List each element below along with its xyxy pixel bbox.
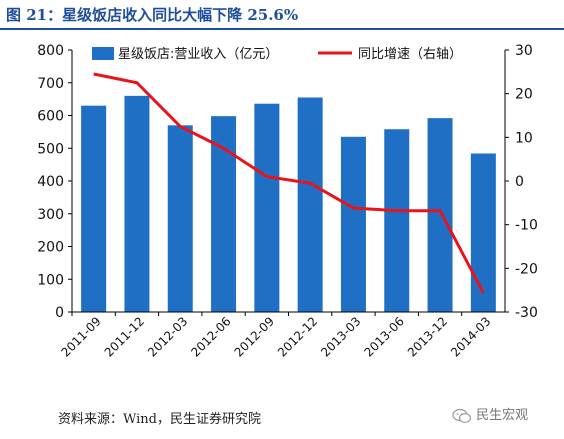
bar-2012-12 <box>297 97 323 312</box>
bar-2013-03 <box>340 136 366 312</box>
bar-2012-03 <box>167 125 193 312</box>
right-tick-label: 0 <box>515 174 524 190</box>
right-tick-label: -30 <box>515 305 538 321</box>
right-tick-label: -20 <box>515 261 538 277</box>
x-tick-label: 2012-03 <box>145 314 190 359</box>
left-tick-label: 200 <box>37 240 64 256</box>
wechat-icon <box>452 408 472 423</box>
x-tick-label: 2011-09 <box>58 314 103 359</box>
source-note: 资料来源：Wind，民生证券研究院 <box>58 412 261 427</box>
left-tick-label: 100 <box>37 272 64 288</box>
bar-2011-09 <box>81 105 107 312</box>
right-tick-label: 10 <box>515 130 533 146</box>
figure-title: 图 21：星级饭店收入同比大幅下降 25.6% <box>6 6 299 24</box>
bar-2013-06 <box>384 129 410 312</box>
left-tick-label: 400 <box>37 174 64 190</box>
legend-line-label: 同比增速（右轴） <box>358 47 462 62</box>
left-tick-label: 800 <box>37 43 64 59</box>
left-tick-label: 600 <box>37 109 64 125</box>
bar-2013-12 <box>427 118 453 313</box>
x-tick-label: 2014-03 <box>448 314 493 359</box>
right-tick-label: -10 <box>515 218 538 234</box>
left-tick-label: 300 <box>37 207 64 223</box>
x-tick-label: 2012-06 <box>188 314 233 359</box>
left-tick-label: 700 <box>37 76 64 92</box>
legend-bar-swatch <box>92 47 114 60</box>
bar-2012-06 <box>211 116 237 312</box>
bar-2012-09 <box>254 103 280 313</box>
legend-bar-label: 星级饭店:营业收入（亿元） <box>118 47 278 62</box>
left-tick-label: 500 <box>37 141 64 157</box>
x-tick-label: 2011-12 <box>102 314 147 359</box>
bar-2011-12 <box>124 95 150 312</box>
title-rule <box>0 28 564 30</box>
watermark: 民生宏观 <box>452 404 528 424</box>
x-tick-label: 2012-09 <box>232 314 277 359</box>
x-tick-label: 2013-06 <box>362 314 407 359</box>
x-tick-label: 2013-03 <box>318 314 363 359</box>
right-tick-label: 30 <box>515 43 533 59</box>
growth-rate-line <box>93 72 485 294</box>
bar-2014-03 <box>470 153 496 312</box>
right-tick-label: 20 <box>515 87 533 103</box>
watermark-text: 民生宏观 <box>476 408 529 423</box>
x-tick-label: 2013-12 <box>405 314 450 359</box>
x-tick-label: 2012-12 <box>275 314 320 359</box>
left-tick-label: 0 <box>55 305 64 321</box>
